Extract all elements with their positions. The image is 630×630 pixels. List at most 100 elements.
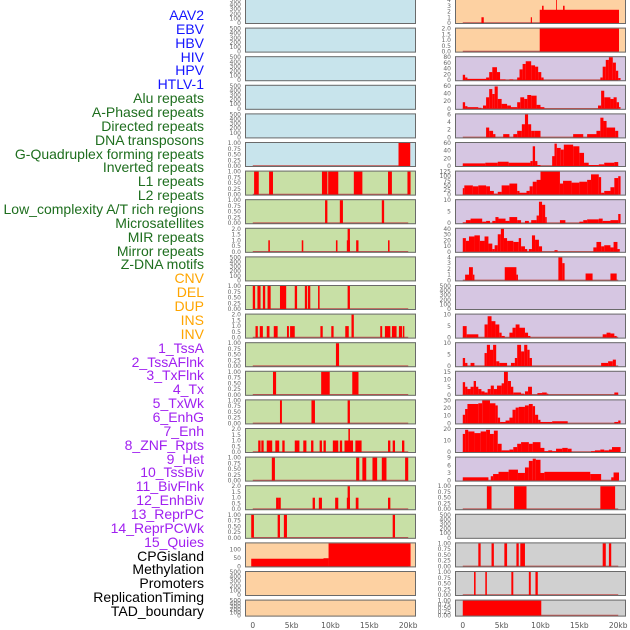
y-tick-label: 1.00 xyxy=(228,169,242,176)
y-tick-label: 75 xyxy=(443,178,451,185)
y-tick-label: 0.5 xyxy=(231,500,241,507)
bar xyxy=(519,192,527,195)
bar xyxy=(531,220,537,224)
bar xyxy=(290,326,295,338)
panel-background xyxy=(245,513,416,539)
track-label: Directed repeats xyxy=(101,117,204,134)
bar xyxy=(524,98,528,109)
bar xyxy=(585,273,593,281)
track-label: 7_Enh xyxy=(163,422,204,439)
y-tick-label: 0.75 xyxy=(228,146,242,153)
bar xyxy=(465,106,468,109)
bar xyxy=(503,371,508,395)
y-tick-label: 0.5 xyxy=(231,243,241,250)
bar xyxy=(495,217,499,224)
bar xyxy=(556,147,561,166)
bar xyxy=(583,220,588,224)
y-tick-label: 500 xyxy=(230,83,242,90)
y-tick-label: 300 xyxy=(230,121,242,128)
bar xyxy=(605,59,609,81)
bar xyxy=(601,246,605,252)
bar xyxy=(525,61,532,81)
bar xyxy=(481,17,484,23)
y-tick-label: 0 xyxy=(447,77,451,84)
y-tick-label: 300 xyxy=(230,35,242,42)
x-tick-label: 0 xyxy=(250,621,255,630)
panel-frame xyxy=(455,170,626,196)
y-tick-label: 0.50 xyxy=(438,552,452,559)
y-tick-label: 40 xyxy=(443,90,451,97)
bar xyxy=(541,77,544,81)
panel-frame xyxy=(245,370,416,396)
y-tick-label: 0.00 xyxy=(228,163,242,170)
y-tick-label: 3 xyxy=(447,470,451,477)
bar xyxy=(493,389,497,395)
y-tick-label: 0.50 xyxy=(438,605,452,612)
bar xyxy=(489,130,494,138)
y-tick-label: 0.25 xyxy=(228,300,242,307)
y-tick-label: 0 xyxy=(237,134,241,141)
bar xyxy=(468,236,475,252)
panel-background xyxy=(455,313,626,339)
y-tick-label: 0.5 xyxy=(441,43,451,50)
y-tick-label: 400 xyxy=(230,2,242,9)
y-tick-label: 25 xyxy=(443,187,451,194)
bar xyxy=(486,486,492,510)
y-tick-label: 0.00 xyxy=(438,613,452,620)
track-label: Mirror repeats xyxy=(116,242,204,259)
track-label: DNA transposons xyxy=(95,131,204,148)
y-tick-label: 0 xyxy=(447,449,451,456)
bar xyxy=(257,286,261,309)
panel-background xyxy=(455,342,626,368)
bar xyxy=(510,107,518,109)
bar xyxy=(608,57,613,81)
bar xyxy=(388,440,391,452)
bar xyxy=(528,335,531,338)
track-label: L2 repeats xyxy=(137,187,204,204)
bar xyxy=(332,440,339,452)
bar xyxy=(465,240,469,252)
bar xyxy=(494,245,498,252)
y-tick-label: 100 xyxy=(230,73,242,80)
bar xyxy=(318,286,320,309)
bar xyxy=(480,431,487,452)
bar xyxy=(490,385,494,395)
x-tick-label: 5kb xyxy=(285,621,299,630)
panel-frame xyxy=(455,313,626,339)
panel-background xyxy=(455,285,626,310)
bar xyxy=(510,362,515,367)
track-label: Inverted repeats xyxy=(102,159,204,176)
track-label: INV xyxy=(180,325,204,342)
y-tick-label: 500 xyxy=(230,54,242,61)
bar xyxy=(538,246,543,252)
y-tick-label: 0.0 xyxy=(231,335,241,342)
track-label: HBV xyxy=(175,34,204,51)
bar xyxy=(563,180,572,195)
y-tick-label: 0.25 xyxy=(228,186,242,193)
y-tick-label: 20 xyxy=(443,405,451,412)
y-tick-label: 0.50 xyxy=(228,523,242,530)
bar xyxy=(496,72,501,81)
bar xyxy=(571,182,580,195)
bar xyxy=(462,188,465,195)
bar xyxy=(482,400,490,424)
bar xyxy=(535,161,538,166)
bar xyxy=(518,406,525,424)
bar xyxy=(267,286,271,309)
y-tick-label: 1.00 xyxy=(228,397,242,404)
bar xyxy=(509,332,513,338)
bar xyxy=(503,238,508,252)
bar xyxy=(509,217,518,224)
bar xyxy=(484,353,487,367)
y-tick-label: 0.25 xyxy=(438,609,452,616)
y-tick-label: 0.00 xyxy=(228,478,242,485)
y-tick-label: 20 xyxy=(443,155,451,162)
bar xyxy=(498,218,506,224)
bar xyxy=(540,421,553,424)
bar xyxy=(587,134,597,138)
y-tick-label: 1.0 xyxy=(441,37,451,44)
